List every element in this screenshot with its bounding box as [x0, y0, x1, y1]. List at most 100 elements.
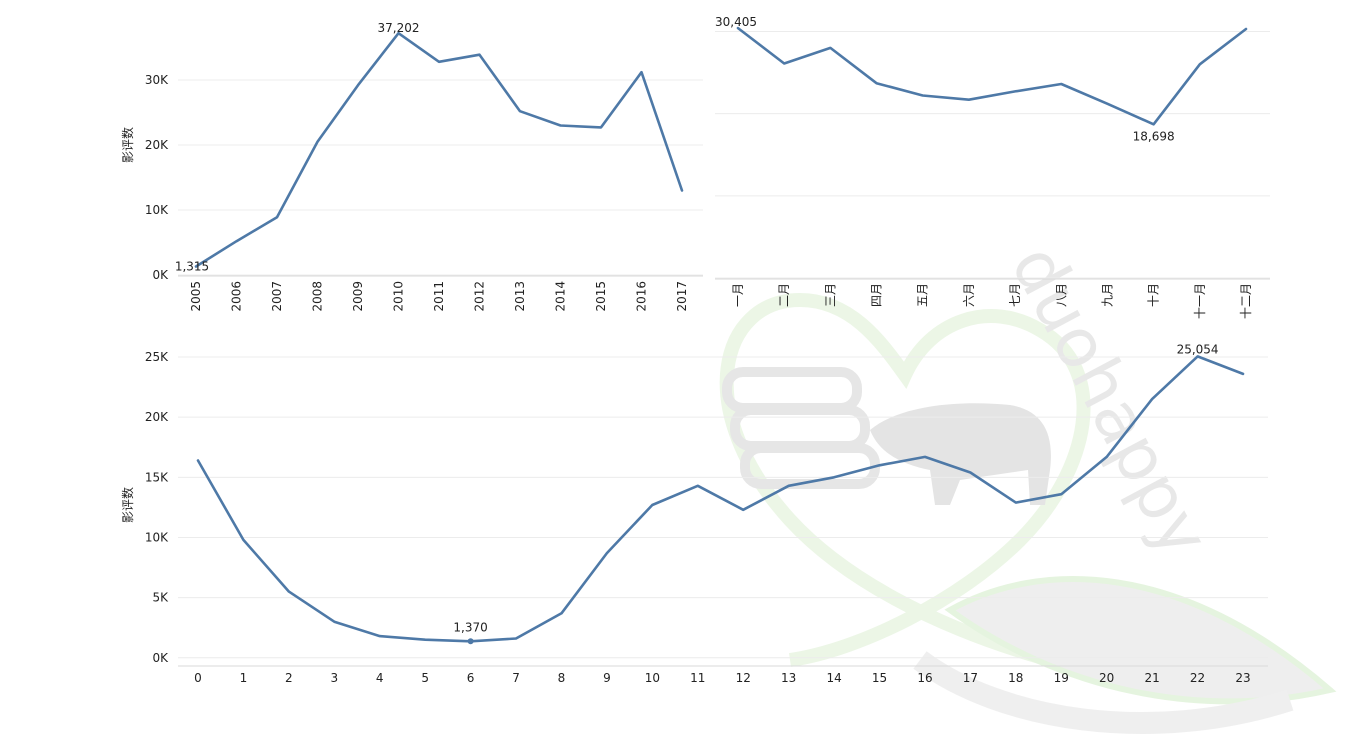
x-tick-label: 9	[603, 671, 611, 685]
series-line	[194, 31, 684, 268]
data-point[interactable]	[874, 80, 880, 86]
data-point[interactable]	[377, 633, 383, 639]
data-point[interactable]	[877, 462, 883, 468]
data-point[interactable]	[598, 124, 604, 130]
data-point[interactable]	[558, 123, 564, 129]
data-point[interactable]	[1243, 26, 1249, 32]
x-tick-label: 十二月	[1239, 283, 1253, 319]
y-axis-label: 影评数	[120, 127, 135, 163]
x-tick-label: 2015	[594, 281, 608, 312]
data-point[interactable]	[517, 108, 523, 114]
x-tick-label: 10	[645, 671, 660, 685]
x-tick-label: 15	[872, 671, 887, 685]
data-point[interactable]	[740, 507, 746, 513]
x-tick-label: 六月	[962, 283, 976, 307]
data-point[interactable]	[315, 139, 321, 145]
chart-yearly: 0K 10K 20K 30K 2005 2006 2007 2008 2009 2010 2011…	[120, 21, 703, 312]
data-label: 1,370	[453, 620, 487, 634]
x-tick-label: 16	[917, 671, 932, 685]
data-point[interactable]	[195, 457, 201, 463]
data-point[interactable]	[477, 52, 483, 58]
data-point[interactable]	[922, 454, 928, 460]
y-tick-label: 20K	[145, 138, 169, 152]
x-tick-label: 2013	[513, 281, 527, 312]
chart-monthly: 一月 二月 三月 四月 五月 六月 七月 八月 九月 十月 十一月 十二月 30,405 18,698	[715, 15, 1270, 319]
y-tick-label: 15K	[145, 470, 169, 484]
data-point[interactable]	[967, 470, 973, 476]
x-tick-label: 2017	[675, 281, 689, 312]
data-point[interactable]	[1104, 454, 1110, 460]
x-tick-label: 四月	[870, 283, 884, 307]
data-point[interactable]	[604, 550, 610, 556]
data-point[interactable]	[679, 188, 685, 194]
data-point[interactable]	[786, 483, 792, 489]
x-tick-label: 5	[421, 671, 429, 685]
data-label: 1,315	[175, 259, 209, 273]
data-point[interactable]	[966, 97, 972, 103]
data-point[interactable]	[1151, 121, 1157, 127]
x-tick-label: 2	[285, 671, 293, 685]
data-point[interactable]	[695, 483, 701, 489]
y-tick-label: 0K	[152, 651, 169, 665]
y-axis-label: 影评数	[120, 487, 135, 523]
data-point[interactable]	[1058, 81, 1064, 87]
x-tick-label: 22	[1190, 671, 1205, 685]
data-point[interactable]	[240, 537, 246, 543]
data-point[interactable]	[331, 619, 337, 625]
data-point[interactable]	[234, 238, 240, 244]
data-label: 37,202	[378, 21, 420, 35]
watermark-swoosh-icon	[913, 651, 1294, 735]
data-label: 30,405	[715, 15, 757, 29]
x-tick-label: 20	[1099, 671, 1114, 685]
series-line	[196, 355, 1245, 643]
data-label: 18,698	[1133, 129, 1175, 143]
x-tick-label: 21	[1144, 671, 1159, 685]
x-tick-label: 3	[330, 671, 338, 685]
x-tick-label: 2014	[554, 281, 568, 312]
data-point[interactable]	[1197, 61, 1203, 67]
x-tick-label: 2005	[189, 281, 203, 312]
x-tick-label: 14	[826, 671, 841, 685]
data-point[interactable]	[639, 69, 645, 75]
x-tick-label: 2010	[392, 281, 406, 312]
data-label: 25,054	[1177, 342, 1219, 356]
data-point[interactable]	[649, 502, 655, 508]
data-point[interactable]	[355, 82, 361, 88]
data-point[interactable]	[436, 59, 442, 65]
data-point[interactable]	[286, 589, 292, 595]
highlight-marker	[467, 638, 474, 645]
x-tick-label: 九月	[1100, 283, 1114, 307]
data-point[interactable]	[1013, 500, 1019, 506]
data-point[interactable]	[274, 214, 280, 220]
y-tick-label: 20K	[145, 410, 169, 424]
x-tick-label: 2016	[635, 281, 649, 312]
x-tick-label: 1	[240, 671, 248, 685]
x-tick-label: 12	[736, 671, 751, 685]
data-point[interactable]	[827, 45, 833, 51]
x-tick-label: 2007	[270, 281, 284, 312]
data-point[interactable]	[1240, 371, 1246, 377]
x-tick-label: 2012	[473, 281, 487, 312]
data-point[interactable]	[831, 474, 837, 480]
x-tick-label: 17	[963, 671, 978, 685]
data-point[interactable]	[558, 610, 564, 616]
data-point[interactable]	[422, 637, 428, 643]
data-point[interactable]	[920, 93, 926, 99]
x-tick-label: 18	[1008, 671, 1023, 685]
data-point[interactable]	[513, 636, 519, 642]
watermark-books-icon	[722, 367, 880, 489]
data-point[interactable]	[781, 60, 787, 66]
x-tick-label: 2009	[351, 281, 365, 312]
x-tick-label: 2006	[230, 281, 244, 312]
x-tick-label: 八月	[1054, 283, 1068, 307]
data-point[interactable]	[1058, 491, 1064, 497]
x-tick-label: 13	[781, 671, 796, 685]
x-tick-label: 二月	[777, 283, 791, 307]
x-tick-label: 五月	[916, 283, 930, 307]
watermark-leaf-icon	[944, 576, 1337, 705]
data-point[interactable]	[1149, 396, 1155, 402]
y-tick-label: 30K	[145, 73, 169, 87]
data-point[interactable]	[1012, 88, 1018, 94]
y-tick-label: 5K	[152, 591, 169, 605]
data-point[interactable]	[1104, 101, 1110, 107]
